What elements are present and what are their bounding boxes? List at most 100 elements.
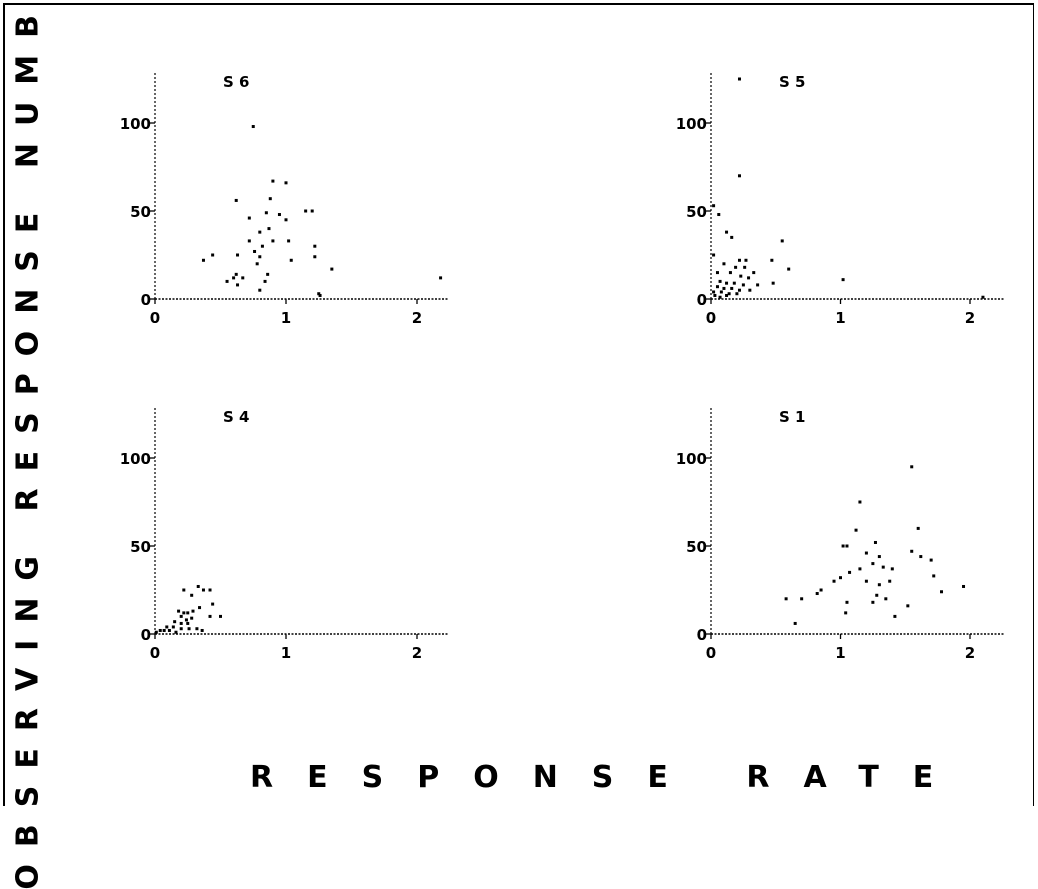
y-axis-label: OBSERVING RESPONSE NUMBER [0, 0, 56, 889]
y-tick-label: 100 [676, 115, 707, 133]
data-point [268, 197, 272, 201]
data-point [747, 276, 751, 280]
data-point [910, 549, 914, 553]
data-point [234, 198, 238, 202]
data-point [722, 262, 726, 266]
data-point [258, 230, 262, 234]
data-point [263, 279, 267, 283]
data-point [167, 628, 171, 632]
data-point [277, 213, 281, 217]
figure-frame [3, 3, 1034, 806]
data-point [718, 279, 722, 283]
data-point [737, 77, 741, 81]
data-point [304, 209, 308, 213]
data-point [258, 255, 262, 259]
data-point [752, 271, 756, 275]
data-point [174, 630, 178, 634]
data-point [190, 616, 194, 620]
data-point [211, 602, 215, 606]
data-point [184, 618, 188, 622]
data-point [910, 465, 914, 469]
data-point [313, 244, 317, 248]
data-point [864, 579, 868, 583]
data-point [186, 621, 190, 625]
data-point [725, 293, 729, 297]
data-point [241, 276, 245, 280]
data-point [725, 281, 729, 285]
data-point [247, 216, 251, 220]
data-point [198, 606, 202, 610]
data-point [730, 235, 734, 239]
y-tick-label: 0 [141, 626, 151, 644]
data-point [719, 290, 723, 294]
data-point [770, 258, 774, 262]
data-point [712, 204, 716, 208]
data-point [200, 628, 204, 632]
data-point [267, 227, 271, 231]
x-tick-label: 2 [412, 309, 422, 327]
data-point [728, 271, 732, 275]
data-point [287, 239, 291, 243]
x-tick-label: 0 [150, 644, 160, 662]
data-point [744, 258, 748, 262]
y-tick-label: 0 [141, 291, 151, 309]
data-point [439, 276, 443, 280]
data-point [251, 125, 255, 129]
data-point [715, 285, 719, 289]
data-point [225, 279, 229, 283]
data-point [232, 276, 236, 280]
data-point [179, 621, 183, 625]
y-tick-label: 0 [697, 291, 707, 309]
data-point [284, 181, 288, 185]
data-point [981, 295, 985, 299]
data-point [313, 255, 317, 259]
y-tick-label: 100 [120, 115, 151, 133]
data-point [756, 283, 760, 287]
data-point [201, 258, 205, 262]
data-point [317, 292, 321, 296]
panel-s1: S 1 0 1 2 0 50 100 [676, 407, 1004, 662]
data-point [864, 551, 868, 555]
data-point [255, 262, 259, 266]
data-point [186, 611, 190, 615]
data-point [284, 218, 288, 222]
data-point [832, 579, 836, 583]
data-point [211, 253, 215, 257]
data-point [877, 583, 881, 587]
panel-title: S 5 [779, 73, 805, 91]
x-tick-label: 2 [965, 644, 975, 662]
x-tick-label: 2 [965, 309, 975, 327]
data-point [264, 211, 268, 215]
x-tick-label: 0 [706, 309, 716, 327]
data-point [743, 265, 747, 269]
data-point [190, 593, 194, 597]
data-point [725, 230, 729, 234]
x-tick-label: 1 [835, 309, 845, 327]
data-point [171, 625, 175, 629]
panel-title: S 4 [223, 408, 249, 426]
data-point [845, 600, 849, 604]
panel-title: S 1 [779, 408, 805, 426]
x-tick-label: 0 [150, 309, 160, 327]
y-tick-label: 50 [686, 538, 707, 556]
data-point [841, 278, 845, 282]
data-point [158, 628, 162, 632]
panel-title: S 6 [223, 73, 249, 91]
data-point [929, 558, 933, 562]
data-point [800, 597, 804, 601]
data-point [858, 500, 862, 504]
data-point [858, 567, 862, 571]
panel-s5: S 5 0 1 2 0 50 100 [676, 72, 1004, 327]
data-point [881, 565, 885, 569]
data-point [236, 283, 240, 287]
data-point [871, 600, 875, 604]
data-point [739, 274, 743, 278]
x-tick-label: 1 [835, 644, 845, 662]
x-axis-label-text: RESPONSE RATE [250, 760, 968, 795]
x-axis-label: RESPONSE RATE [250, 760, 940, 800]
data-point [735, 292, 739, 296]
data-point [877, 555, 881, 559]
data-point [260, 244, 264, 248]
data-point [196, 584, 200, 588]
data-point [195, 627, 199, 631]
